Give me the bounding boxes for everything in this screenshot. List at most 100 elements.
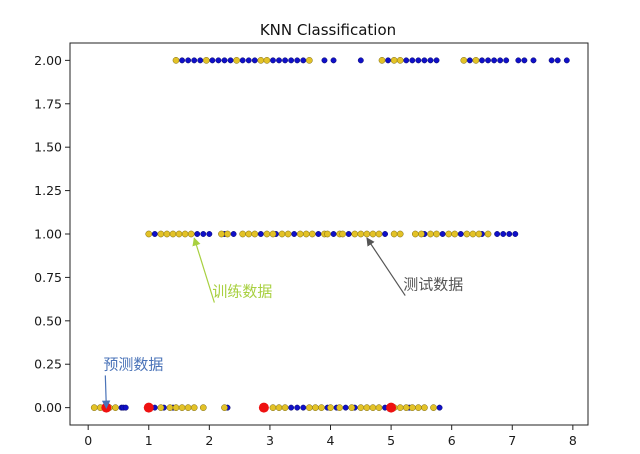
- blue-data-point: [200, 231, 207, 237]
- gold-data-point: [263, 230, 271, 238]
- blue-data-point: [294, 57, 301, 64]
- gold-data-point: [257, 57, 265, 64]
- blue-data-point: [494, 231, 501, 237]
- gold-data-point: [451, 230, 459, 238]
- annotation-arrow: [101, 375, 111, 410]
- x-tick-label: 2: [205, 433, 213, 448]
- blue-data-point: [194, 231, 201, 237]
- blue-data-point: [251, 57, 258, 64]
- gold-data-point: [184, 404, 192, 411]
- y-tick-label: 0.50: [34, 313, 62, 328]
- gold-data-point: [251, 230, 259, 238]
- gold-data-point: [166, 404, 174, 411]
- gold-data-point: [269, 230, 277, 238]
- gold-data-point: [233, 57, 240, 64]
- gold-data-point: [445, 230, 453, 238]
- gold-data-point: [484, 230, 492, 238]
- blue-data-point: [185, 57, 192, 64]
- blue-data-point: [530, 57, 537, 64]
- y-tick-label: 0.25: [34, 357, 62, 372]
- blue-data-point: [282, 57, 289, 64]
- gold-data-point: [463, 230, 471, 238]
- gold-data-point: [369, 230, 377, 238]
- gold-data-point: [411, 230, 419, 238]
- blue-data-point: [554, 57, 561, 64]
- annotations: 预测数据 训练数据 测试数据: [101, 237, 463, 410]
- blue-data-point: [179, 57, 186, 64]
- blue-data-point: [197, 57, 204, 64]
- y-axis: 0.00 0.25 0.50 0.75 1.00 1.25 1.50 1.75 2.00: [34, 53, 70, 415]
- gold-data-point: [302, 230, 310, 238]
- blue-data-point: [345, 231, 352, 237]
- gold-data-point: [275, 404, 283, 411]
- gold-data-point: [396, 57, 404, 64]
- blue-data-point: [421, 57, 428, 64]
- gold-data-point: [369, 404, 377, 411]
- blue-data-point: [500, 231, 507, 237]
- gold-data-point: [327, 404, 334, 411]
- gold-data-point: [312, 404, 319, 411]
- gold-data-point: [433, 230, 440, 238]
- gold-data-point: [357, 404, 365, 411]
- blue-data-point: [206, 231, 213, 237]
- blue-data-point: [227, 57, 234, 64]
- gold-data-point: [245, 230, 253, 238]
- blue-data-point: [270, 57, 276, 64]
- x-tick-label: 8: [569, 433, 577, 448]
- y-tick-label: 1.50: [34, 140, 62, 155]
- gold-data-point: [375, 230, 383, 238]
- y-tick-label: 1.25: [34, 183, 62, 198]
- blue-data-point: [315, 231, 322, 237]
- blue-data-point: [239, 57, 246, 64]
- y-tick-label: 1.00: [34, 227, 62, 242]
- blue-data-point: [300, 404, 307, 411]
- gold-data-point: [351, 230, 359, 238]
- gold-data-point: [181, 230, 189, 238]
- red-data-point: [143, 402, 154, 413]
- gold-data-point: [363, 230, 371, 238]
- y-tick-label: 2.00: [34, 53, 62, 68]
- blue-data-point: [415, 57, 422, 64]
- gold-data-point: [336, 404, 343, 411]
- gold-data-point: [460, 57, 468, 64]
- gold-data-point: [263, 57, 271, 64]
- gold-data-point: [224, 230, 231, 238]
- blue-data-point: [485, 57, 491, 64]
- gold-data-point: [378, 57, 386, 64]
- blue-data-point: [209, 57, 216, 64]
- blue-data-point: [342, 404, 349, 411]
- blue-data-point: [466, 57, 473, 64]
- gold-data-point: [175, 230, 183, 238]
- gold-data-point: [408, 404, 416, 411]
- blue-data-point: [288, 57, 295, 64]
- gold-data-point: [190, 404, 198, 411]
- blue-data-point: [294, 404, 301, 411]
- gold-data-point: [157, 404, 165, 411]
- gold-data-point: [324, 230, 331, 238]
- gold-data-point: [421, 404, 428, 411]
- blue-data-point: [321, 57, 328, 64]
- blue-data-point: [403, 57, 410, 64]
- gold-data-point: [402, 404, 410, 411]
- gold-data-point: [163, 230, 171, 238]
- gold-data-point: [390, 230, 398, 238]
- blue-data-point: [491, 57, 498, 64]
- gold-data-point: [278, 230, 286, 238]
- blue-data-point: [245, 57, 252, 64]
- blue-data-point: [521, 57, 528, 64]
- blue-data-point: [122, 404, 129, 411]
- blue-data-point: [512, 231, 519, 237]
- blue-data-point: [409, 57, 416, 64]
- gold-data-point: [172, 57, 180, 64]
- data-points: [90, 57, 570, 413]
- gold-data-point: [284, 230, 292, 238]
- gold-data-point: [145, 230, 153, 238]
- blue-data-point: [503, 57, 510, 64]
- y-tick-label: 1.75: [34, 96, 62, 111]
- blue-data-point: [300, 57, 307, 64]
- x-tick-label: 5: [387, 433, 395, 448]
- gold-data-point: [418, 230, 425, 238]
- gold-data-point: [281, 404, 289, 411]
- gold-data-point: [390, 57, 398, 64]
- x-tick-label: 3: [266, 433, 274, 448]
